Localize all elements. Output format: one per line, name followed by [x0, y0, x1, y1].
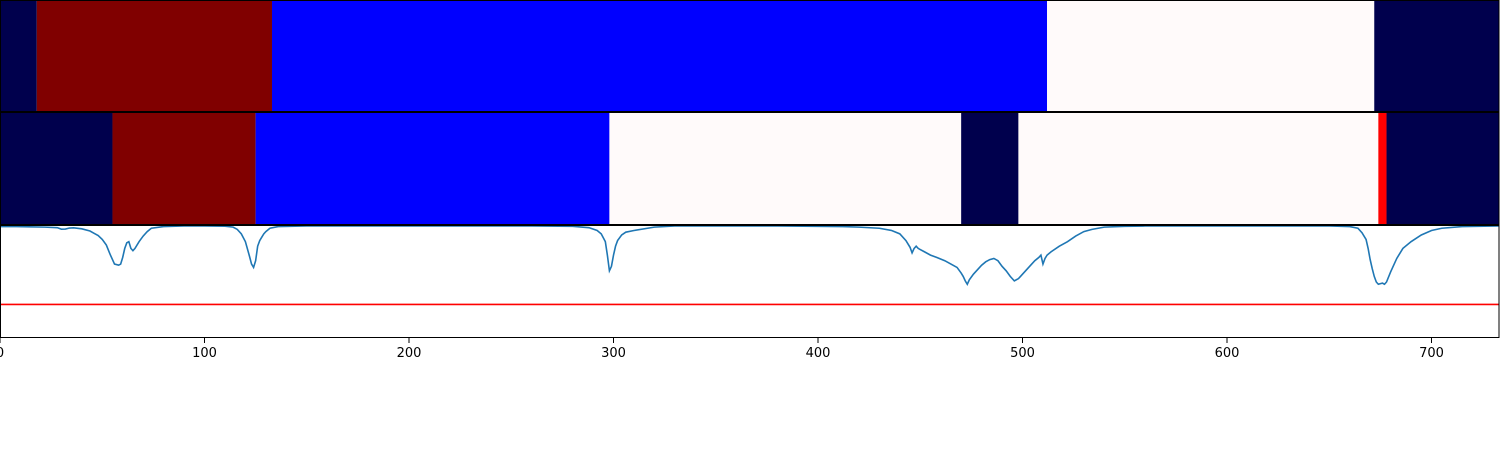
track-2-segment-7 [1378, 113, 1387, 225]
track-1-segment-1 [0, 1, 37, 112]
x-tick-label-600: 600 [1215, 346, 1240, 361]
track-1-segment-2 [36, 1, 272, 112]
x-tick-label-200: 200 [397, 346, 422, 361]
track-2-segment-5 [961, 113, 1019, 225]
segment-track-1 [0, 1, 1499, 112]
track-2-frame [0, 112, 1500, 225]
track-2-segment-2 [112, 113, 256, 225]
track-2-segment-1 [0, 113, 113, 225]
track-2-segment-8 [1386, 113, 1499, 225]
line-panel [0, 225, 1500, 306]
track-1-segment-5 [1374, 1, 1499, 112]
line-panel-frame [0, 225, 1500, 338]
x-tick-label-0: 0 [0, 346, 4, 361]
x-tick-label-400: 400 [806, 346, 831, 361]
series-line [0, 225, 1500, 286]
track-1-segment-4 [1047, 1, 1375, 112]
track-1-frame [0, 0, 1500, 112]
x-tick-label-500: 500 [1010, 346, 1035, 361]
track-1-segment-3 [271, 1, 1048, 112]
track-2-segment-4 [609, 113, 962, 225]
track-2-segment-6 [1018, 113, 1379, 225]
track-2-segment-3 [255, 113, 610, 225]
x-tick-label-100: 100 [192, 346, 217, 361]
x-tick-label-300: 300 [601, 346, 626, 361]
x-tick-label-700: 700 [1419, 346, 1444, 361]
segment-track-2 [0, 113, 1499, 225]
x-axis: 0 100 200 300 400 500 600 700 [0, 338, 1444, 361]
